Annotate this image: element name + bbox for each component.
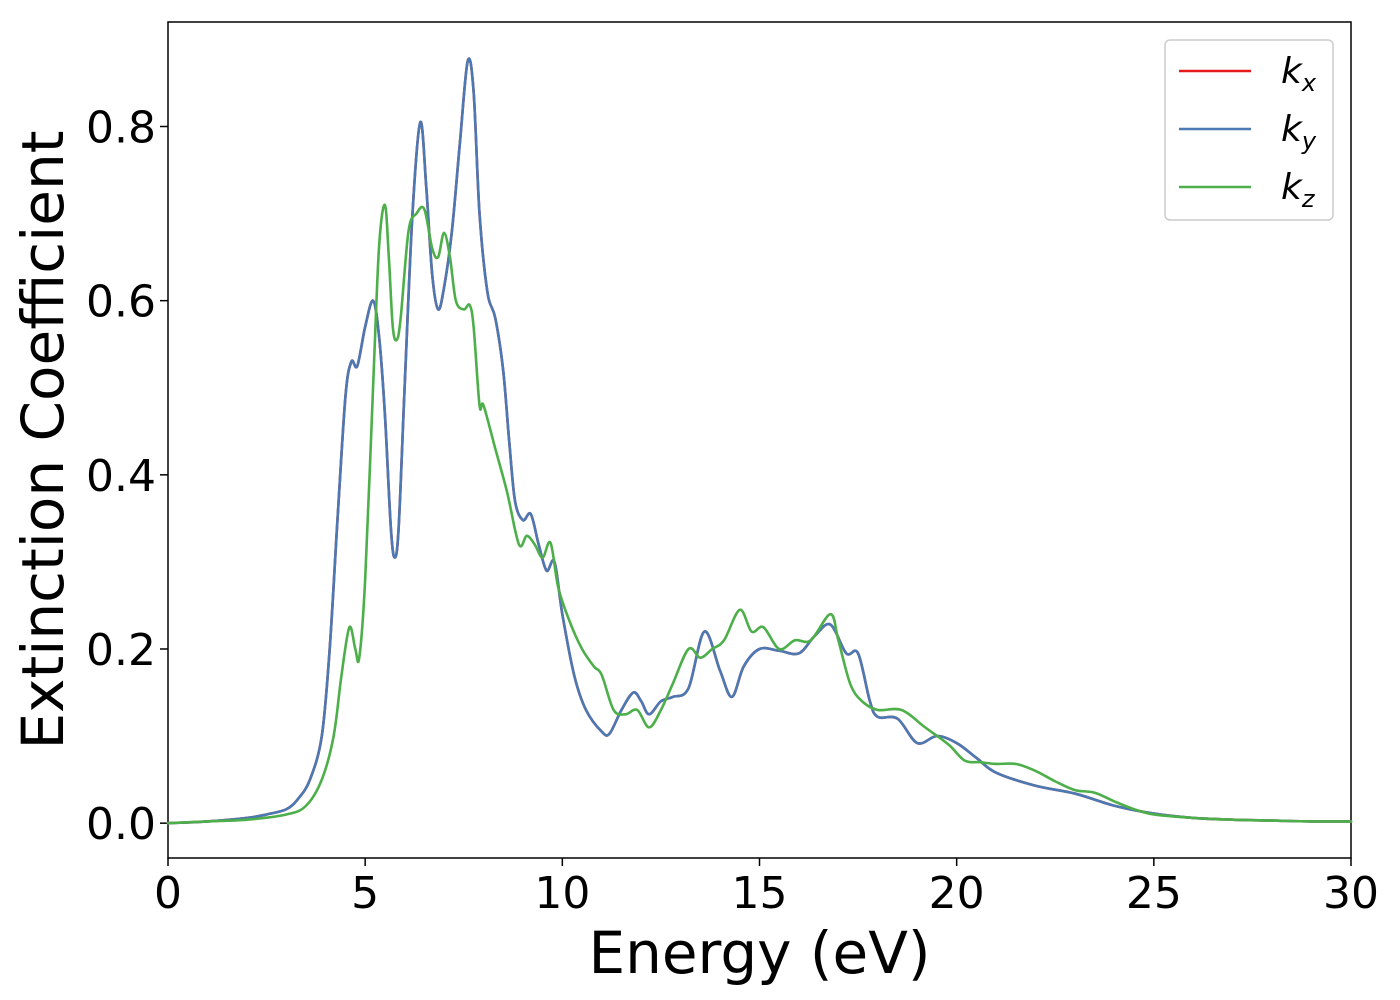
legend-label-y: ky (1281, 109, 1317, 155)
y-tick-label: 0.4 (86, 451, 156, 502)
y-tick-label: 0.6 (86, 277, 156, 328)
legend-label-subscript: z (1301, 185, 1316, 213)
y-tick-label: 0.0 (86, 799, 156, 850)
x-tick-label: 25 (1126, 868, 1182, 919)
plot-area (167, 21, 1352, 859)
x-tick-label: 15 (732, 868, 788, 919)
y-tick-label: 0.8 (86, 103, 156, 154)
x-axis-title: Energy (eV) (588, 919, 930, 987)
x-tick-label: 20 (929, 868, 985, 919)
series-group (166, 57, 1353, 825)
y-tick-label: 0.2 (86, 625, 156, 676)
legend-label-subscript: y (1301, 127, 1317, 155)
x-tick-label: 5 (351, 868, 379, 919)
legend-label-z: kz (1281, 167, 1316, 213)
y-axis-ticks: 0.0 0.2 0.4 0.6 0.8 (86, 103, 168, 850)
x-axis-ticks: 0 5 10 15 20 25 30 (154, 858, 1379, 919)
series-line-y (166, 57, 1353, 825)
y-axis-title: Extinction Coefficient (9, 131, 77, 750)
legend-label-base: k (1281, 51, 1304, 92)
legend-label-x: kx (1281, 51, 1317, 97)
legend-label-base: k (1281, 167, 1304, 208)
x-tick-label: 0 (154, 868, 182, 919)
legend-label-subscript: x (1301, 69, 1317, 97)
x-tick-label: 30 (1323, 868, 1379, 919)
x-tick-label: 10 (534, 868, 590, 919)
legend-label-base: k (1281, 109, 1304, 150)
series-line-z (166, 203, 1353, 825)
